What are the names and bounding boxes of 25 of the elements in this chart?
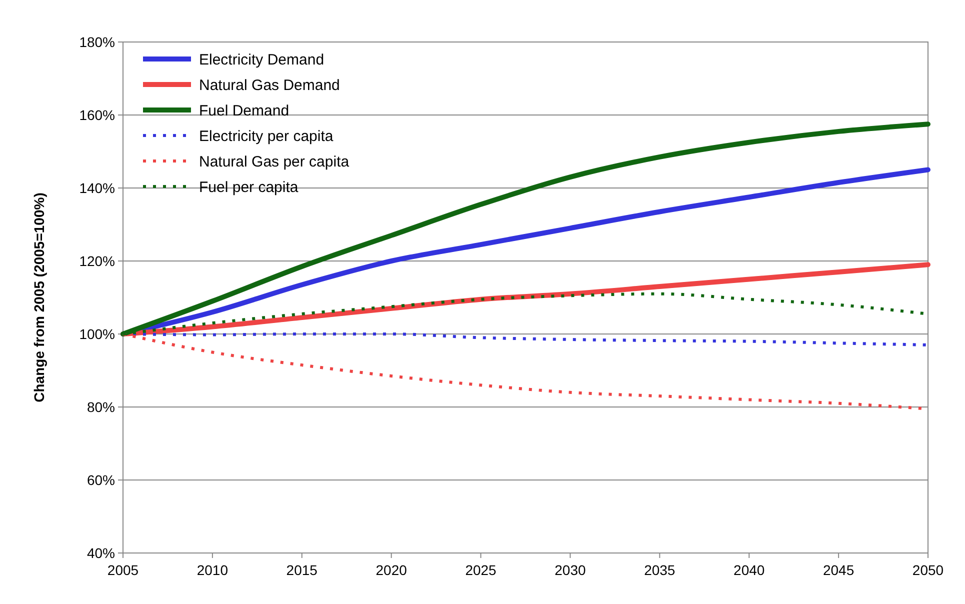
x-tick-label: 2010 bbox=[196, 562, 228, 578]
x-tick-label: 2035 bbox=[644, 562, 676, 578]
legend-label: Fuel per capita bbox=[199, 178, 299, 196]
x-tick-label: 2020 bbox=[376, 562, 408, 578]
x-tick-label: 2005 bbox=[107, 562, 139, 578]
y-tick-label: 100% bbox=[79, 326, 115, 342]
y-axis-title: Change from 2005 (2005=100%) bbox=[31, 192, 47, 402]
legend-label: Fuel Demand bbox=[199, 102, 290, 120]
x-tick-label: 2015 bbox=[286, 562, 318, 578]
legend-label: Natural Gas Demand bbox=[199, 76, 340, 94]
y-tick-label: 40% bbox=[86, 544, 115, 561]
x-tick-label: 2025 bbox=[465, 562, 497, 578]
legend-label: Natural Gas per capita bbox=[199, 153, 350, 170]
y-tick-label: 140% bbox=[79, 180, 115, 196]
y-tick-label: 160% bbox=[79, 106, 115, 123]
x-tick-label: 2040 bbox=[734, 562, 765, 578]
legend-label: Electricity per capita bbox=[199, 128, 334, 145]
x-tick-label: 2045 bbox=[822, 562, 854, 578]
x-tick-label: 2030 bbox=[554, 562, 586, 578]
y-tick-label: 60% bbox=[86, 472, 115, 488]
y-tick-label: 80% bbox=[86, 398, 115, 415]
x-tick-label: 2050 bbox=[912, 562, 944, 578]
y-tick-label: 180% bbox=[79, 34, 115, 50]
y-tick-label: 120% bbox=[79, 252, 115, 269]
legend-label: Electricity Demand bbox=[199, 51, 324, 68]
